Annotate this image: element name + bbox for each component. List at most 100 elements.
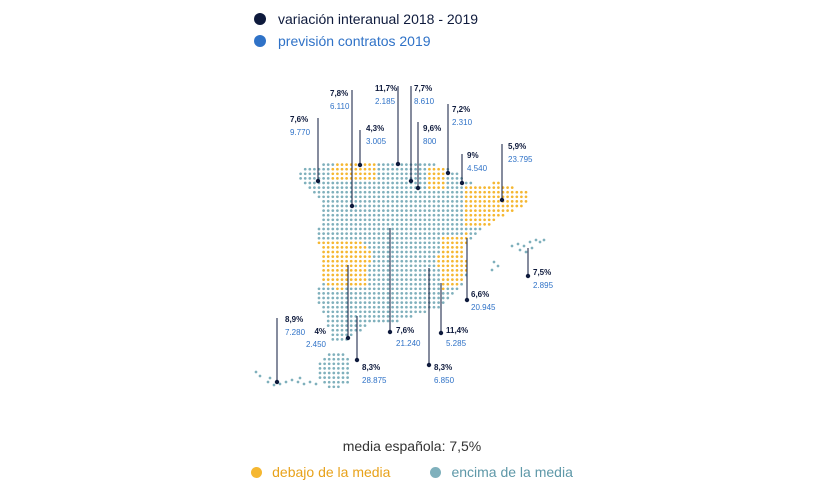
map-dot bbox=[423, 305, 427, 309]
map-dot bbox=[368, 177, 371, 180]
map-dot bbox=[354, 264, 358, 268]
map-dot bbox=[372, 282, 376, 286]
map-dot bbox=[372, 319, 376, 323]
map-dot bbox=[455, 186, 459, 189]
map-dot bbox=[469, 223, 473, 226]
callout-extremadura: 4% 2.450 bbox=[306, 265, 351, 349]
map-dot bbox=[345, 195, 348, 199]
map-dot bbox=[423, 232, 427, 235]
map-dot bbox=[483, 223, 486, 226]
region-count: 8.610 bbox=[414, 97, 435, 106]
map-dot bbox=[391, 296, 394, 300]
map-dot bbox=[349, 292, 353, 295]
map-dot bbox=[428, 167, 431, 171]
map-dot bbox=[386, 241, 390, 245]
map-dot bbox=[363, 315, 367, 318]
map-dot bbox=[474, 218, 477, 222]
map-dot bbox=[377, 209, 381, 212]
map-dot bbox=[345, 181, 348, 185]
map-dot bbox=[327, 385, 331, 389]
map-dot bbox=[368, 287, 371, 291]
map-dot bbox=[437, 305, 440, 309]
map-dot bbox=[451, 259, 454, 263]
region-pct: 7,8% bbox=[330, 89, 348, 98]
map-dot bbox=[460, 227, 463, 231]
map-dot bbox=[363, 264, 367, 268]
map-dot bbox=[363, 241, 367, 245]
map-dot bbox=[492, 213, 496, 217]
map-dot bbox=[331, 338, 335, 341]
map-dot bbox=[469, 232, 473, 235]
map-dot bbox=[303, 177, 307, 180]
map-dot bbox=[414, 292, 417, 295]
map-dot bbox=[377, 190, 381, 194]
map-dot bbox=[372, 292, 376, 295]
map-dot bbox=[354, 209, 358, 212]
map-dot bbox=[496, 264, 500, 268]
map-dot bbox=[313, 177, 316, 180]
map-dot bbox=[432, 186, 436, 189]
map-dot bbox=[395, 213, 399, 217]
map-dot bbox=[363, 186, 367, 189]
map-dot bbox=[418, 204, 422, 208]
callout-pais-vasco: 11,7% 2.185 bbox=[375, 84, 401, 167]
map-dot bbox=[331, 301, 335, 304]
map-dot bbox=[323, 367, 326, 370]
map-dot bbox=[432, 287, 436, 291]
map-dot bbox=[336, 204, 339, 208]
map-dot bbox=[368, 264, 371, 268]
map-dot bbox=[414, 241, 417, 245]
map-dot bbox=[451, 278, 454, 281]
map-dot bbox=[317, 186, 321, 189]
callout-baleares: 7,5% 2.895 bbox=[525, 248, 554, 290]
bottom-legend: debajo de la media encima de la media bbox=[0, 464, 824, 480]
map-dot bbox=[510, 200, 514, 203]
map-dot bbox=[331, 232, 335, 235]
map-dot bbox=[322, 232, 325, 235]
map-dot bbox=[428, 255, 431, 258]
map-dot bbox=[414, 172, 417, 176]
map-dot bbox=[414, 163, 417, 166]
map-dot bbox=[336, 269, 339, 272]
map-dot bbox=[326, 163, 330, 166]
map-dot bbox=[446, 186, 450, 189]
map-dot bbox=[336, 213, 339, 217]
region-pct: 8,9% bbox=[285, 315, 303, 324]
map-dot bbox=[409, 232, 413, 235]
map-dot bbox=[349, 328, 353, 332]
map-dot bbox=[363, 287, 367, 291]
region-pct: 9% bbox=[467, 151, 479, 160]
map-dot bbox=[451, 264, 454, 268]
map-dot bbox=[372, 218, 376, 222]
map-dot bbox=[432, 292, 436, 295]
map-dot bbox=[490, 268, 494, 272]
map-dot bbox=[322, 236, 325, 240]
map-dot bbox=[409, 310, 413, 314]
legend-below-label: debajo de la media bbox=[272, 464, 391, 480]
map-dot bbox=[323, 380, 326, 384]
map-dot bbox=[326, 269, 330, 272]
map-dot bbox=[432, 259, 436, 263]
map-dot bbox=[354, 273, 358, 277]
map-dot bbox=[299, 177, 302, 180]
map-dot bbox=[331, 172, 335, 176]
map-dot bbox=[386, 186, 390, 189]
map-dot bbox=[331, 315, 335, 318]
map-dot bbox=[382, 296, 385, 300]
map-dot bbox=[327, 362, 331, 366]
map-dot bbox=[455, 246, 459, 249]
map-dot bbox=[460, 250, 463, 254]
legend-below: debajo de la media bbox=[251, 464, 390, 480]
map-dot bbox=[460, 255, 463, 258]
map-dot bbox=[323, 371, 326, 375]
map-dot bbox=[400, 301, 404, 304]
map-dot bbox=[441, 200, 445, 203]
map-dot bbox=[331, 264, 335, 268]
map-dot bbox=[405, 269, 408, 272]
region-count: 2.450 bbox=[306, 340, 327, 349]
map-dot bbox=[451, 287, 454, 291]
map-dot bbox=[441, 167, 445, 171]
map-dot bbox=[326, 310, 330, 314]
map-dot bbox=[460, 259, 463, 263]
map-dot bbox=[354, 223, 358, 226]
